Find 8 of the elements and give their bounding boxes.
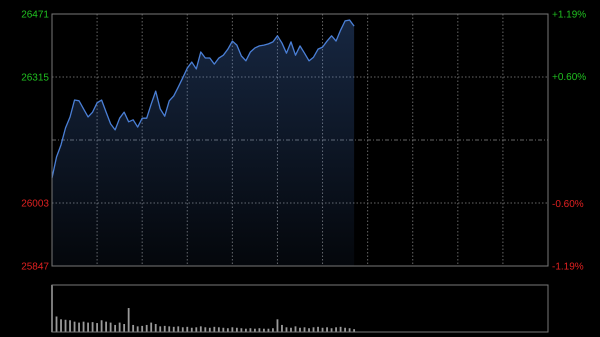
y-tick-label: 25847 (21, 262, 50, 272)
y2-tick-label: +0.60% (552, 72, 586, 83)
y2-tick-label: +1.19% (552, 10, 586, 20)
y2-tick-label: -1.19% (552, 262, 584, 272)
y-tick-label: 26315 (21, 72, 50, 84)
y-tick-label: 26003 (21, 198, 50, 210)
y-tick-label: 26471 (21, 10, 50, 20)
y2-tick-label: -0.60% (552, 199, 584, 210)
